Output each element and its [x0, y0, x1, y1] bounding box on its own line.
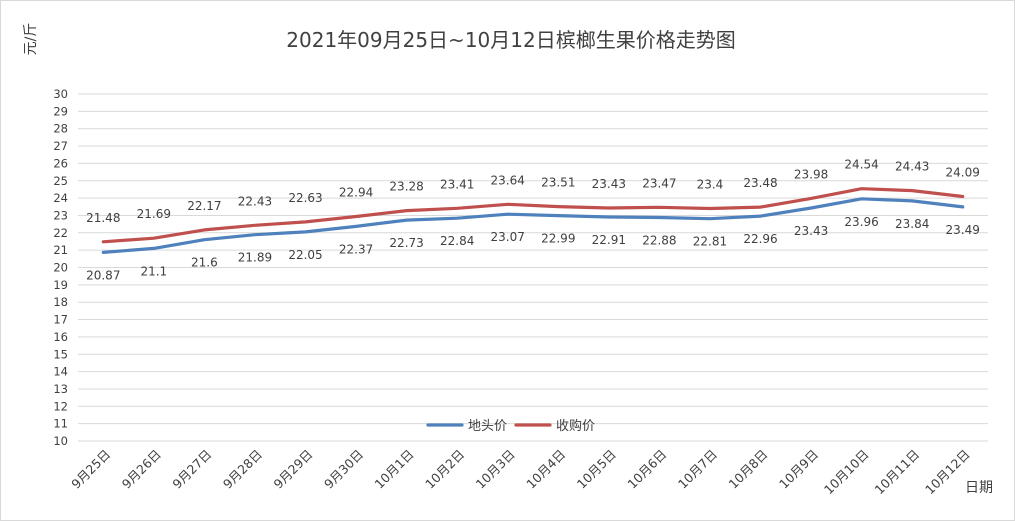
data-label: 23.28 [389, 180, 423, 194]
data-label: 22.96 [743, 232, 777, 246]
y-axis-title: 元/斤 [23, 23, 39, 56]
y-tick-label: 13 [53, 382, 68, 396]
y-tick-label: 23 [53, 208, 68, 222]
data-label: 23.43 [592, 177, 626, 191]
data-label: 23.51 [541, 176, 575, 190]
data-label: 21.1 [140, 264, 167, 278]
y-tick-label: 29 [53, 104, 68, 118]
x-tick-label: 10月5日 [574, 447, 619, 492]
data-label: 22.81 [693, 235, 727, 249]
data-label: 21.48 [86, 211, 120, 225]
series-lines [101, 187, 965, 254]
x-tick-label: 9月28日 [220, 447, 265, 492]
y-tick-label: 28 [53, 122, 68, 136]
data-label: 20.87 [86, 268, 120, 282]
y-tick-label: 22 [53, 226, 68, 240]
x-tick-label: 10月1日 [372, 447, 417, 492]
data-label: 23.41 [440, 177, 474, 191]
data-label: 24.43 [895, 160, 929, 174]
x-tick-label: 10月2日 [422, 447, 467, 492]
data-label: 23.43 [794, 224, 828, 238]
x-tick-label: 10月9日 [776, 447, 821, 492]
y-tick-label: 11 [53, 417, 68, 431]
x-axis-ticks: 9月25日 9月26日 9月27日 9月28日 9月29日 9月30日 10月1日 10月2日… [68, 447, 973, 498]
data-label: 22.37 [339, 242, 373, 256]
data-label: 23.48 [743, 176, 777, 190]
data-label: 22.63 [288, 191, 322, 205]
x-tick-label: 10月4日 [523, 447, 568, 492]
x-tick-label: 10月11日 [872, 447, 923, 498]
legend: 地头价 收购价 [426, 418, 595, 434]
legend-label: 收购价 [556, 418, 595, 434]
y-tick-label: 24 [53, 191, 68, 205]
x-tick-label: 10月10日 [821, 447, 872, 498]
x-tick-label: 9月30日 [321, 447, 366, 492]
x-tick-label: 10月3日 [473, 447, 518, 492]
x-axis-title: 日期 [965, 480, 993, 496]
x-tick-label: 9月25日 [68, 447, 113, 492]
x-tick-label: 9月29日 [270, 447, 315, 492]
data-label: 23.4 [697, 178, 724, 192]
y-tick-label: 19 [53, 278, 68, 292]
data-label: 21.69 [137, 207, 171, 221]
y-tick-label: 14 [53, 365, 68, 379]
data-label: 23.96 [844, 215, 878, 229]
data-label: 22.84 [440, 234, 474, 248]
data-label: 23.84 [895, 217, 929, 231]
y-tick-label: 12 [53, 399, 68, 413]
data-label: 22.73 [389, 236, 423, 250]
x-tick-label: 9月26日 [119, 447, 164, 492]
y-tick-label: 26 [53, 156, 68, 170]
series-line-1 [101, 197, 965, 254]
data-label: 21.89 [238, 251, 272, 265]
legend-label: 地头价 [468, 419, 507, 434]
x-tick-label: 10月6日 [624, 447, 669, 492]
y-tick-label: 20 [53, 261, 68, 275]
data-label: 23.64 [491, 173, 525, 187]
x-tick-label: 10月8日 [725, 447, 770, 492]
data-label: 22.91 [592, 233, 626, 247]
y-tick-label: 25 [53, 174, 68, 188]
y-tick-label: 27 [53, 139, 68, 153]
data-label: 22.05 [288, 248, 322, 262]
chart-title: 2021年09月25日~10月12日槟榔生果价格走势图 [286, 28, 735, 52]
data-label: 22.94 [339, 185, 373, 199]
y-tick-label: 30 [53, 87, 68, 101]
y-tick-label: 16 [53, 330, 68, 344]
data-label: 23.49 [946, 223, 980, 237]
y-tick-label: 17 [53, 313, 68, 327]
y-tick-label: 15 [53, 347, 68, 361]
data-label: 23.98 [794, 167, 828, 181]
x-tick-label: 10月7日 [675, 447, 720, 492]
series-line-2 [101, 187, 965, 244]
data-label: 22.43 [238, 194, 272, 208]
data-label: 24.54 [844, 158, 878, 172]
y-tick-label: 10 [53, 434, 68, 448]
data-label: 23.47 [642, 176, 676, 190]
y-tick-label: 21 [53, 243, 68, 257]
data-label: 21.6 [191, 256, 218, 270]
data-label: 22.17 [187, 199, 221, 213]
data-label: 24.09 [946, 166, 980, 180]
y-tick-label: 18 [53, 295, 68, 309]
y-axis-ticks: 10 11 12 13 14 15 16 17 18 19 20 21 22 23 24 25 26 27 28 29… [53, 87, 68, 448]
data-labels: 20.87 21.1 21.6 21.89 22.05 22.37 22.73 22.84 23… [86, 158, 980, 283]
data-label: 22.99 [541, 232, 575, 246]
x-tick-label: 9月27日 [169, 447, 214, 492]
data-label: 23.07 [491, 230, 525, 244]
data-label: 22.88 [642, 234, 676, 248]
